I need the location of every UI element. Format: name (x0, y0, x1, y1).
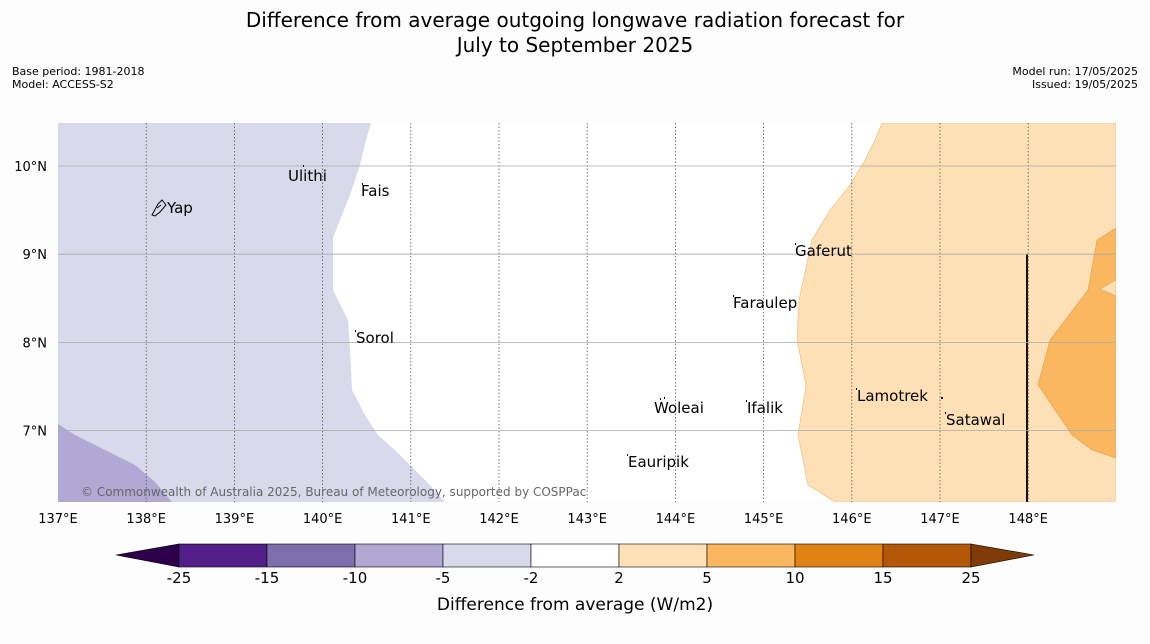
lon-label: 147°E (920, 512, 960, 527)
colorbar-tick: 5 (702, 569, 712, 587)
place-lamotrek: Lamotrek (857, 387, 928, 405)
lat-label: 7°N (23, 425, 48, 440)
lon-label: 137°E (38, 512, 78, 527)
lat-label: 10°N (14, 160, 47, 175)
issued-date: Issued: 19/05/2025 (1031, 78, 1138, 91)
gridlines (58, 123, 1116, 502)
colorbar-segment (178, 543, 268, 568)
chart-title: Difference from average outgoing longwav… (0, 8, 1150, 58)
latitude-labels: 10°N 9°N 8°N 7°N (14, 160, 47, 440)
colorbar-segment (706, 543, 796, 568)
run-info: Model run: 17/05/2025 Issued: 19/05/2025 (1012, 65, 1138, 91)
place-sorol: Sorol (356, 329, 394, 347)
colorbar-tick: -25 (167, 569, 192, 587)
place-gaferut: Gaferut (795, 242, 852, 260)
place-woleai: Woleai (654, 399, 704, 417)
colorbar-segment (530, 543, 620, 568)
colorbar-under-arrow (115, 543, 180, 568)
lon-label: 141°E (391, 512, 431, 527)
place-satawal: Satawal (946, 411, 1005, 429)
colorbar-segment (442, 543, 532, 568)
place-fais: Fais (361, 182, 390, 200)
place-ulithi: Ulithi (288, 167, 327, 185)
model-name: Model: ACCESS-S2 (12, 78, 114, 91)
place-yap: Yap (166, 199, 193, 217)
colorbar-segment (618, 543, 708, 568)
lon-label: 145°E (744, 512, 784, 527)
place-eauripik: Eauripik (628, 453, 689, 471)
lat-label: 8°N (23, 336, 48, 351)
place-ifalik: Ifalik (747, 399, 783, 417)
lon-label: 144°E (656, 512, 696, 527)
colorbar-segments (178, 543, 972, 568)
colorbar-tick: -10 (343, 569, 368, 587)
colorbar-segment (354, 543, 444, 568)
lon-label: 140°E (303, 512, 343, 527)
model-run: Model run: 17/05/2025 (1012, 65, 1138, 78)
map-area (58, 123, 1116, 502)
colorbar-tick-labels: -25 -15 -10 -5 -2 2 5 10 15 25 (167, 569, 981, 587)
colorbar-tick: 15 (873, 569, 892, 587)
longitude-labels: 137°E 138°E 139°E 140°E 141°E 142°E 143°E 144°E… (38, 512, 1048, 527)
region-minus5-to-minus2 (58, 123, 445, 502)
place-labels: Ulithi Fais Yap Gaferut Faraulep Sorol L… (166, 167, 1005, 471)
colorbar-tick: -5 (436, 569, 451, 587)
title-line-2: July to September 2025 (456, 33, 694, 57)
colorbar-segment (266, 543, 356, 568)
lon-label: 139°E (215, 512, 255, 527)
colorbar-tick: 25 (961, 569, 980, 587)
lon-label: 148°E (1008, 512, 1048, 527)
region-5-to-10-east (1037, 227, 1116, 459)
lon-label: 143°E (567, 512, 607, 527)
colorbar-tick: 10 (785, 569, 804, 587)
colorbar-segment (794, 543, 884, 568)
lon-label: 142°E (479, 512, 519, 527)
region-2-to-5 (796, 123, 1116, 502)
base-period: Base period: 1981-2018 (12, 65, 145, 78)
colorbar: -25 -15 -10 -5 -2 2 5 10 15 25 Difference from av… (115, 543, 1035, 615)
lat-label: 9°N (23, 248, 48, 263)
colorbar-tick: 2 (614, 569, 624, 587)
place-faraulep: Faraulep (733, 294, 797, 312)
region-minus10-to-minus5 (58, 424, 172, 502)
colorbar-label: Difference from average (W/m2) (437, 595, 713, 615)
copyright-notice: © Commonwealth of Australia 2025, Bureau… (81, 485, 586, 499)
colorbar-over-arrow (970, 543, 1035, 568)
colorbar-tick: -2 (524, 569, 539, 587)
title-line-1: Difference from average outgoing longwav… (245, 8, 905, 32)
yap-island (151, 199, 167, 217)
base-info: Base period: 1981-2018 Model: ACCESS-S2 (12, 65, 144, 91)
lon-label: 146°E (832, 512, 872, 527)
island-dots (303, 165, 946, 456)
colorbar-segment (882, 543, 972, 568)
lon-label: 138°E (126, 512, 166, 527)
colorbar-tick: -15 (255, 569, 280, 587)
